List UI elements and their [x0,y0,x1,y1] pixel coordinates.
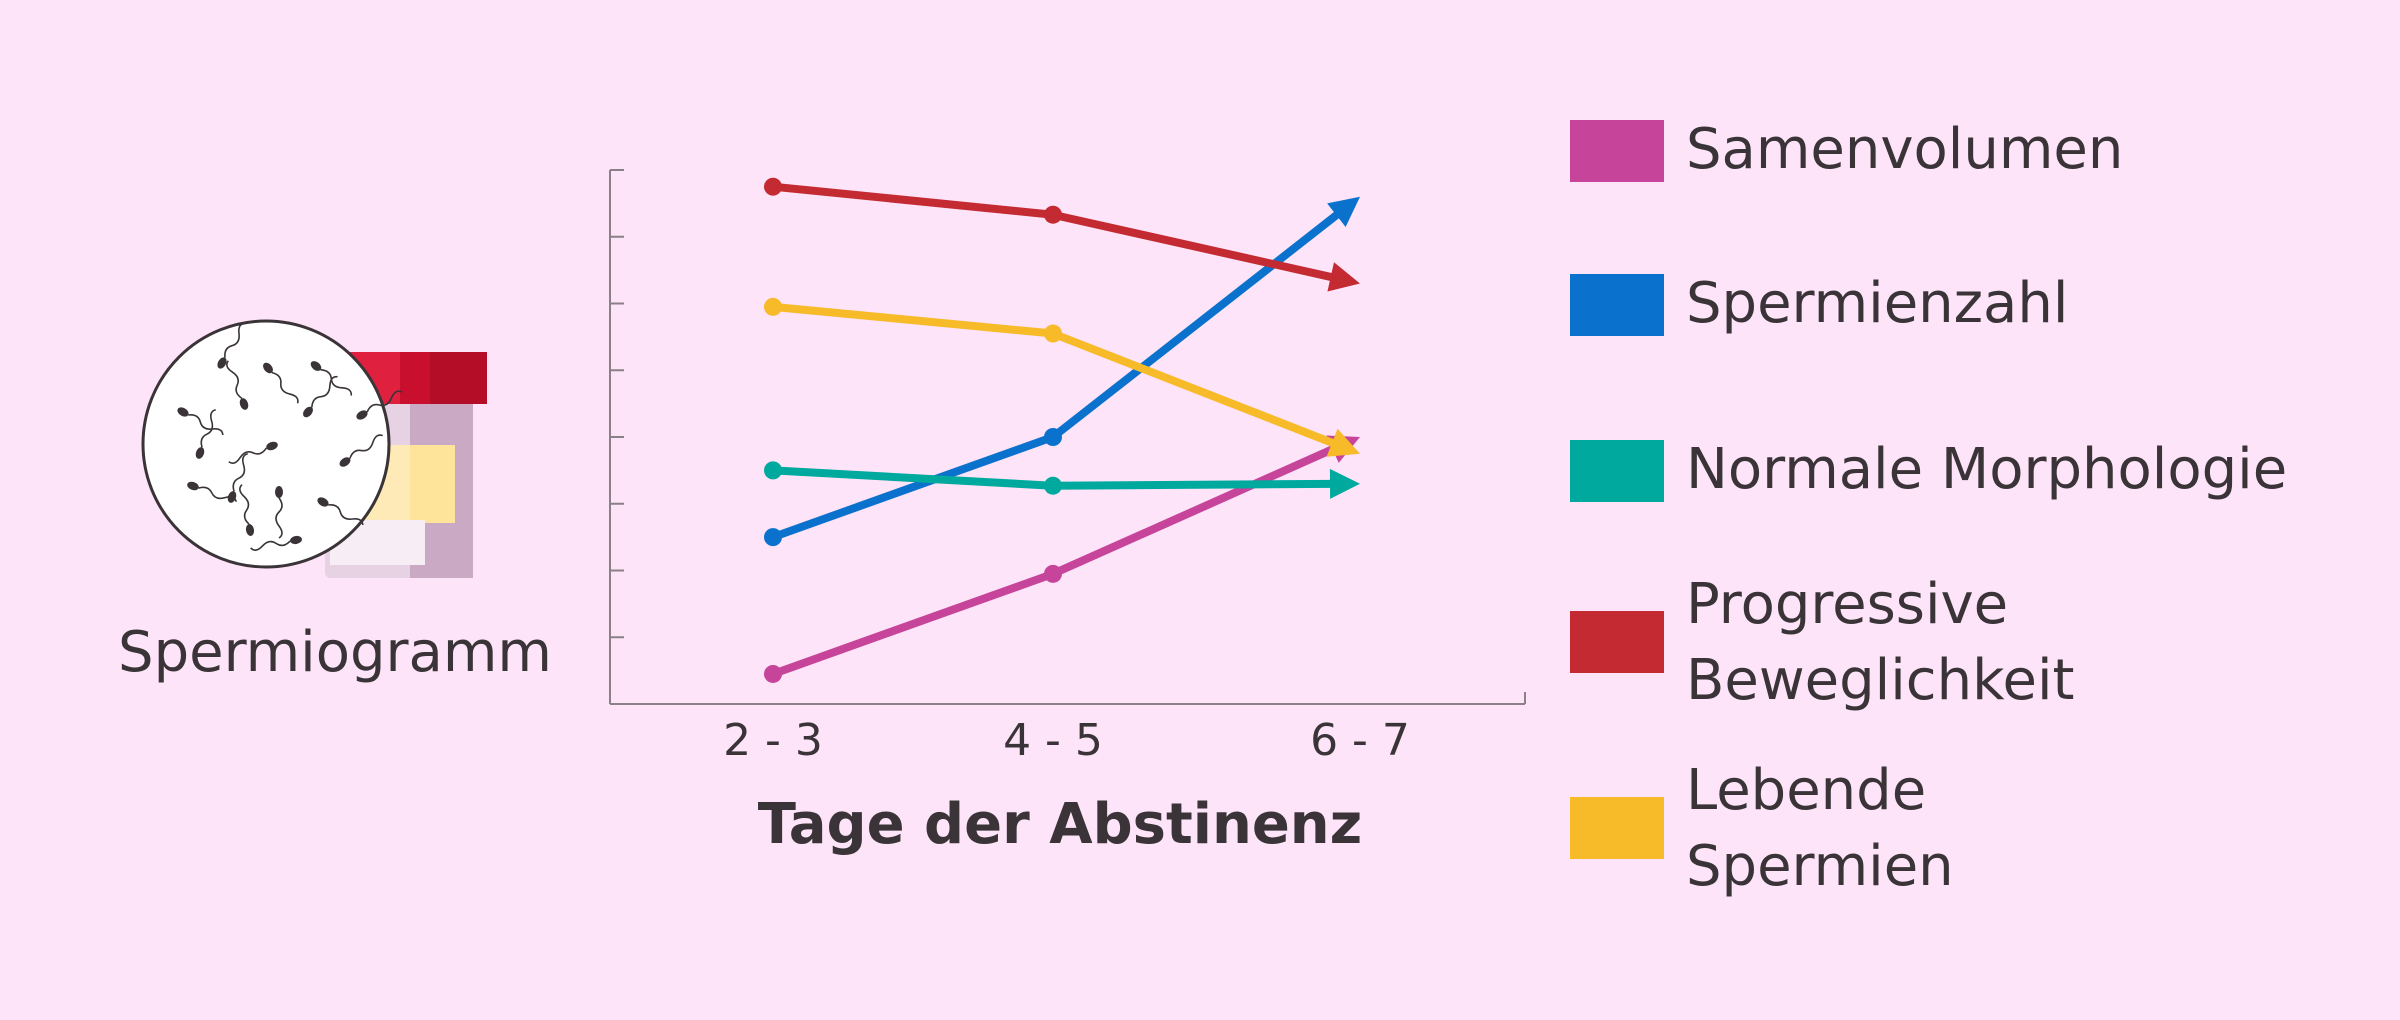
end-arrow [1327,262,1360,292]
sperm-cell-icon [217,322,246,369]
x-tick-label: 2 - 3 [723,715,823,766]
data-point [764,177,782,196]
legend-label: Progressive Beweglichkeit [1686,572,2075,713]
data-point [764,297,782,316]
series-line [769,182,1335,281]
sperm-cell-icon [339,434,383,467]
data-point [1044,205,1062,224]
sperm-cell-icon [275,486,283,539]
sperm-cell-icon [250,535,302,551]
line-chart: 2 - 3 4 - 5 6 - 7 [609,169,1526,766]
legend-swatch [1570,274,1664,336]
data-point [764,664,782,683]
legend-swatch [1570,797,1664,859]
sperm-cell-icon [226,360,249,410]
sperm-cell-icon [303,375,338,418]
legend-swatch [1570,440,1664,502]
data-point [1044,564,1062,583]
legend-swatch [1570,120,1664,182]
series-3 [764,461,1360,499]
sperm-cell-icon [195,408,216,459]
sperm-cell-icon [177,407,224,436]
legend-label: Spermienzahl [1686,271,2069,336]
series-5 [764,297,1360,457]
data-point [1044,476,1062,495]
sperm-cell-icon [228,441,278,464]
chart-legend: Samenvolumen Spermienzahl Normale Morpho… [1570,0,2390,1020]
x-axis-label: Tage der Abstinenz [757,792,1363,857]
end-arrow [1326,428,1360,457]
sperm-cell-icon [263,362,299,404]
end-arrow [1327,196,1360,228]
legend-label: Normale Morphologie [1686,437,2288,502]
series-2 [764,196,1360,547]
legend-label: Lebende Spermien [1686,758,1954,899]
data-point [764,528,782,547]
legend-label: Samenvolumen [1686,117,2124,182]
sperm-cell-icon [239,484,255,536]
data-point [764,461,782,480]
spermiogram-label: Spermiogramm [118,620,552,685]
data-point [1044,324,1062,343]
data-point [1044,428,1062,446]
x-tick-labels: 2 - 3 4 - 5 6 - 7 [723,715,1410,766]
sperm-cell-icon [310,361,353,396]
legend-swatch [1570,611,1664,673]
x-tick-label: 4 - 5 [1003,715,1103,766]
series-4 [764,177,1360,292]
end-arrow [1329,468,1360,499]
sperm-cell-icon [227,452,248,503]
chart-axes [609,169,1526,705]
x-tick-label: 6 - 7 [1310,715,1410,766]
microscope-view-icon [141,319,403,569]
sperm-cell-icon [356,390,403,420]
chart-series [764,177,1360,683]
sperm-cell-icon [317,497,364,526]
